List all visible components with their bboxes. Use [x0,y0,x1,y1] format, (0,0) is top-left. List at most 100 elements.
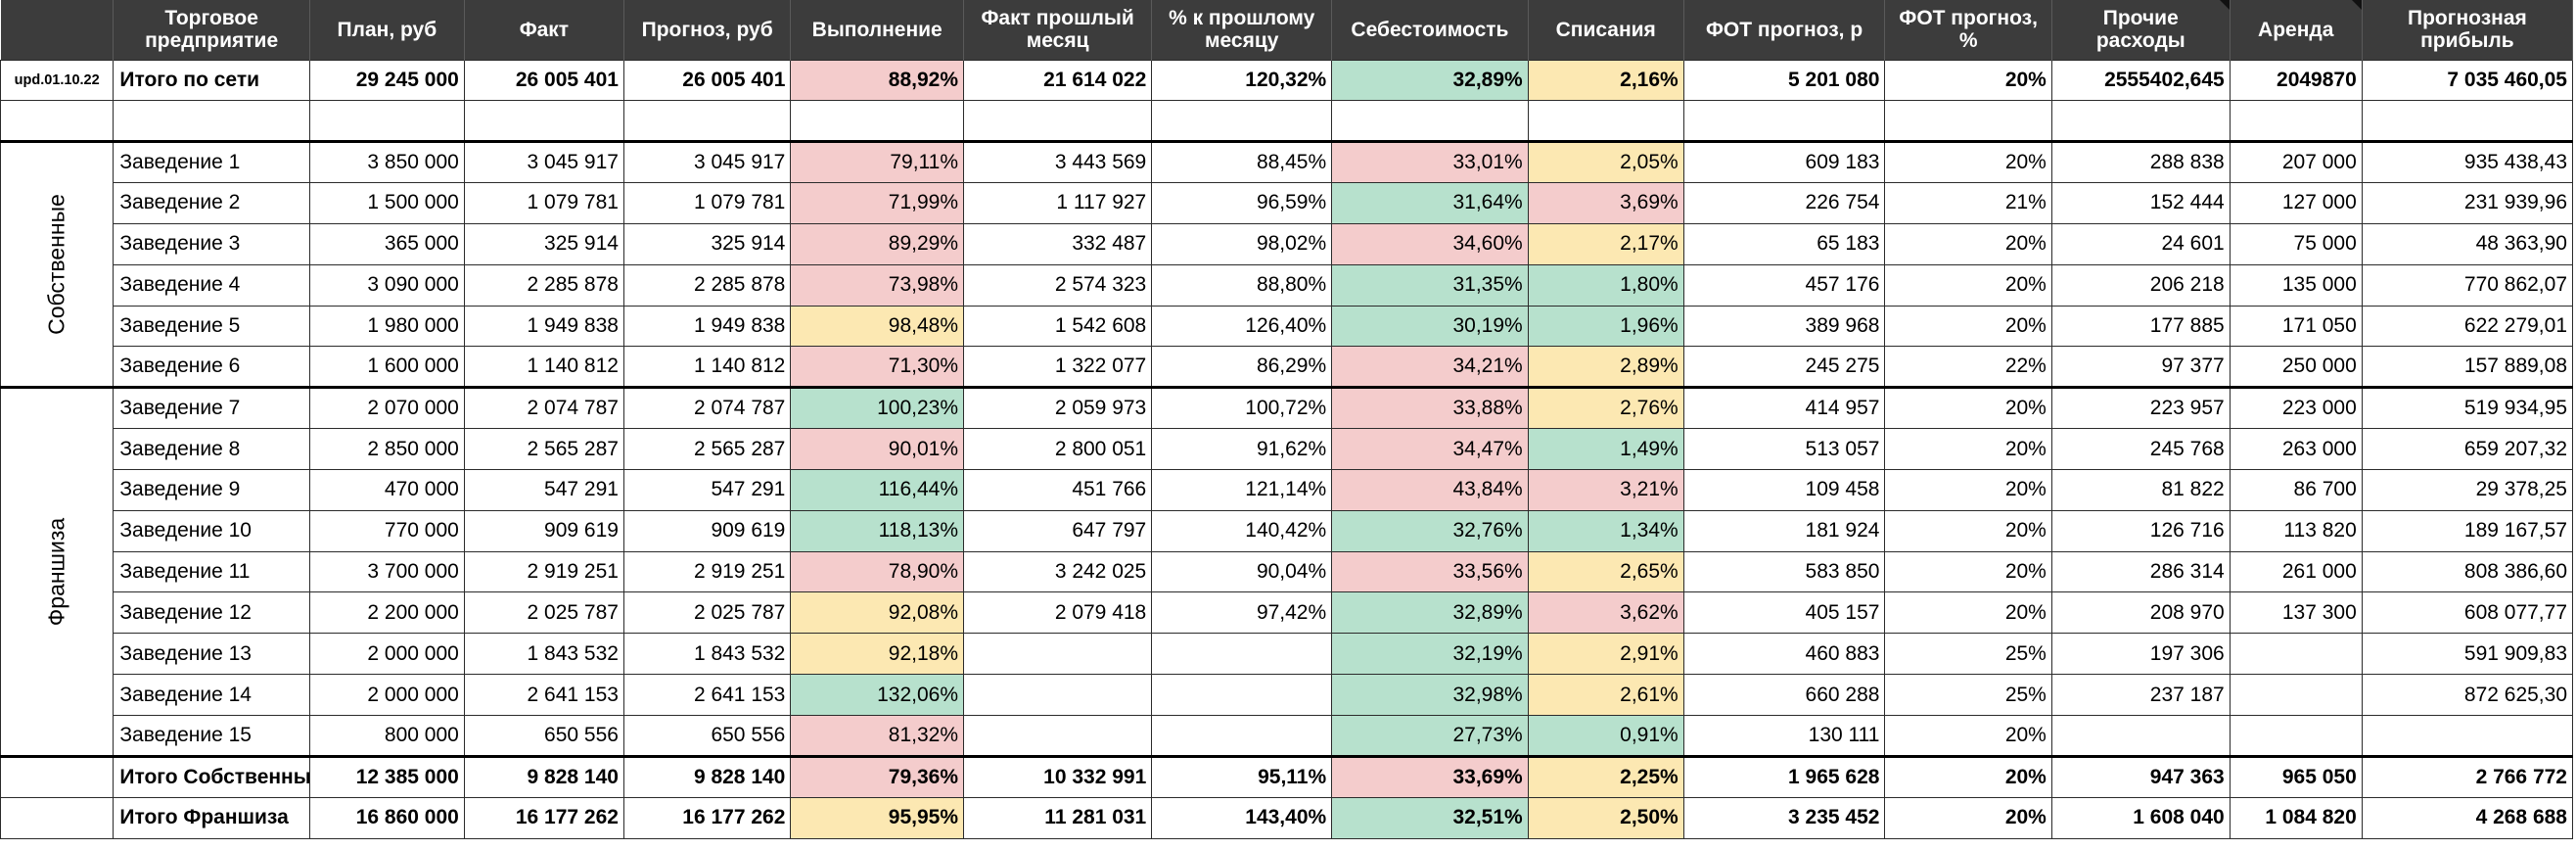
table-cell[interactable]: 451 766 [963,468,1153,511]
table-cell[interactable]: 2 766 772 [2361,754,2574,798]
table-cell[interactable]: 965 050 [2229,754,2363,798]
table-cell[interactable]: 43,84% [1331,468,1529,511]
table-cell[interactable]: 31,35% [1331,263,1529,307]
table-cell[interactable]: 650 556 [463,715,624,757]
table-cell[interactable]: 98,48% [790,305,965,348]
table-cell[interactable]: 95,95% [790,796,965,839]
table-cell[interactable]: 79,36% [790,754,965,798]
empty-cell[interactable] [2229,100,2363,143]
table-cell[interactable] [1151,715,1333,757]
table-cell[interactable] [1151,674,1333,716]
table-cell[interactable]: 9 828 140 [622,754,792,798]
table-cell[interactable]: 29 245 000 [308,59,465,102]
table-cell[interactable]: 808 386,60 [2361,550,2574,593]
table-cell[interactable]: 2 285 878 [622,263,792,307]
table-cell[interactable]: 519 934,95 [2361,386,2574,430]
group-label-cell[interactable]: Франшиза [0,386,115,757]
table-cell[interactable]: 10 332 991 [963,754,1153,798]
table-cell[interactable]: 20% [1884,715,2052,757]
table-cell[interactable]: 2,05% [1527,140,1684,184]
table-cell[interactable]: 2049870 [2229,59,2363,102]
empty-cell[interactable] [0,796,115,839]
table-cell[interactable]: 34,60% [1331,222,1529,265]
empty-cell[interactable] [622,100,792,143]
table-cell[interactable]: 2 200 000 [308,591,465,635]
empty-cell[interactable] [790,100,965,143]
table-cell[interactable]: 137 300 [2229,591,2363,635]
table-cell[interactable]: 20% [1884,305,2052,348]
table-cell[interactable]: 3 850 000 [308,140,465,184]
table-cell[interactable]: 81,32% [790,715,965,757]
table-cell[interactable]: 3 045 917 [463,140,624,184]
header-cell[interactable]: Аренда [2230,0,2363,60]
empty-cell[interactable] [1527,100,1684,143]
table-cell[interactable]: 26 005 401 [622,59,792,102]
table-cell[interactable]: 88,80% [1151,263,1333,307]
header-cell[interactable] [0,0,115,60]
table-cell[interactable] [963,633,1153,676]
table-cell[interactable]: 547 291 [463,468,624,511]
table-cell[interactable] [1151,633,1333,676]
table-cell[interactable]: 157 889,08 [2361,346,2574,389]
table-cell[interactable] [963,715,1153,757]
table-cell[interactable]: 127 000 [2229,182,2363,224]
table-cell[interactable]: 29 378,25 [2361,468,2574,511]
table-cell[interactable]: 20% [1884,428,2052,470]
table-cell[interactable]: 2 025 787 [622,591,792,635]
row-label-cell[interactable]: Заведение 5 [113,305,310,348]
header-cell[interactable]: План, руб [309,0,465,60]
table-cell[interactable]: 90,04% [1151,550,1333,593]
empty-cell[interactable] [308,100,465,143]
empty-cell[interactable] [0,754,115,798]
table-cell[interactable]: 622 279,01 [2361,305,2574,348]
table-cell[interactable]: 95,11% [1151,754,1333,798]
table-cell[interactable]: 73,98% [790,263,965,307]
table-cell[interactable] [2361,715,2574,757]
table-cell[interactable]: 245 768 [2050,428,2231,470]
table-cell[interactable]: 86 700 [2229,468,2363,511]
table-cell[interactable] [963,674,1153,716]
table-cell[interactable]: 90,01% [790,428,965,470]
table-cell[interactable]: 2 074 787 [463,386,624,430]
table-cell[interactable]: 32,89% [1331,591,1529,635]
table-cell[interactable]: 325 914 [463,222,624,265]
table-cell[interactable]: 223 000 [2229,386,2363,430]
empty-cell[interactable] [2050,100,2231,143]
table-cell[interactable]: 261 000 [2229,550,2363,593]
table-cell[interactable]: 32,51% [1331,796,1529,839]
table-cell[interactable]: 20% [1884,468,2052,511]
row-label-cell[interactable]: Заведение 4 [113,263,310,307]
table-cell[interactable]: 20% [1884,509,2052,552]
header-cell[interactable]: Списания [1528,0,1684,60]
table-cell[interactable]: 22% [1884,346,2052,389]
table-cell[interactable]: 608 077,77 [2361,591,2574,635]
header-cell[interactable]: ФОТ прогноз, % [1884,0,2052,60]
table-cell[interactable]: 20% [1884,140,2052,184]
table-cell[interactable]: 2 079 418 [963,591,1153,635]
table-cell[interactable]: 2 919 251 [622,550,792,593]
row-label-cell[interactable]: Заведение 1 [113,140,310,184]
table-cell[interactable]: 2 850 000 [308,428,465,470]
table-cell[interactable]: 113 820 [2229,509,2363,552]
table-cell[interactable]: 21% [1884,182,2052,224]
table-cell[interactable]: 591 909,83 [2361,633,2574,676]
table-cell[interactable]: 223 957 [2050,386,2231,430]
table-cell[interactable]: 100,23% [790,386,965,430]
table-cell[interactable]: 286 314 [2050,550,2231,593]
table-cell[interactable]: 71,30% [790,346,965,389]
table-cell[interactable]: 263 000 [2229,428,2363,470]
table-cell[interactable]: 1 965 628 [1682,754,1886,798]
table-cell[interactable]: 25% [1884,633,2052,676]
table-cell[interactable]: 5 201 080 [1682,59,1886,102]
table-cell[interactable]: 1,80% [1527,263,1684,307]
table-cell[interactable]: 800 000 [308,715,465,757]
table-cell[interactable] [2229,674,2363,716]
table-cell[interactable]: 9 828 140 [463,754,624,798]
table-cell[interactable]: 65 183 [1682,222,1886,265]
table-cell[interactable]: 33,01% [1331,140,1529,184]
table-cell[interactable]: 140,42% [1151,509,1333,552]
table-cell[interactable]: 48 363,90 [2361,222,2574,265]
table-cell[interactable]: 2 641 153 [463,674,624,716]
table-cell[interactable]: 1 079 781 [622,182,792,224]
table-cell[interactable] [2229,633,2363,676]
